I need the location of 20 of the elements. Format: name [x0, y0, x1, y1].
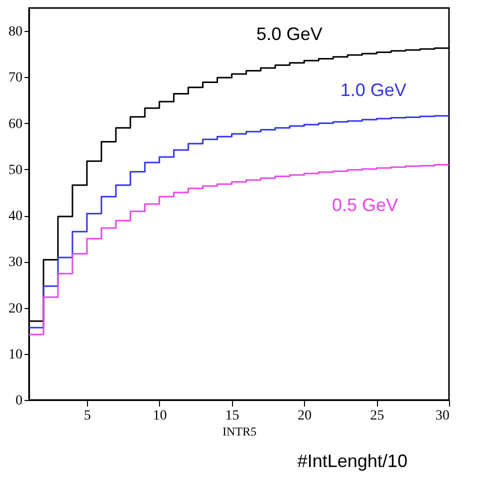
- y-tick-label: 10: [8, 347, 22, 362]
- y-tick-label: 80: [8, 24, 22, 40]
- x-tick-label: 20: [298, 408, 312, 424]
- y-tick-label: 60: [8, 116, 22, 132]
- y-tick-label: 0: [16, 394, 22, 408]
- series-label: 0.5 GeV: [332, 194, 398, 215]
- y-tick-label: 40: [8, 209, 22, 224]
- text: #IntLenght/10: [297, 451, 408, 471]
- x-tick-label: 25: [370, 408, 384, 424]
- x-tick-label: 5: [84, 408, 91, 424]
- x-tick-label: 30: [436, 408, 450, 424]
- x-tick-label: 10: [152, 408, 167, 424]
- y-tick-label: 70: [8, 70, 22, 86]
- x-axis-title: INTR5: [222, 424, 256, 438]
- y-tick-label: 50: [8, 162, 22, 178]
- x-tick-label: 15: [225, 408, 240, 424]
- series-label: 1.0 GeV: [340, 80, 406, 100]
- y-tick-label: 20: [8, 301, 22, 316]
- series-label: 5.0 GeV: [256, 24, 322, 44]
- y-tick-label: 30: [8, 255, 22, 270]
